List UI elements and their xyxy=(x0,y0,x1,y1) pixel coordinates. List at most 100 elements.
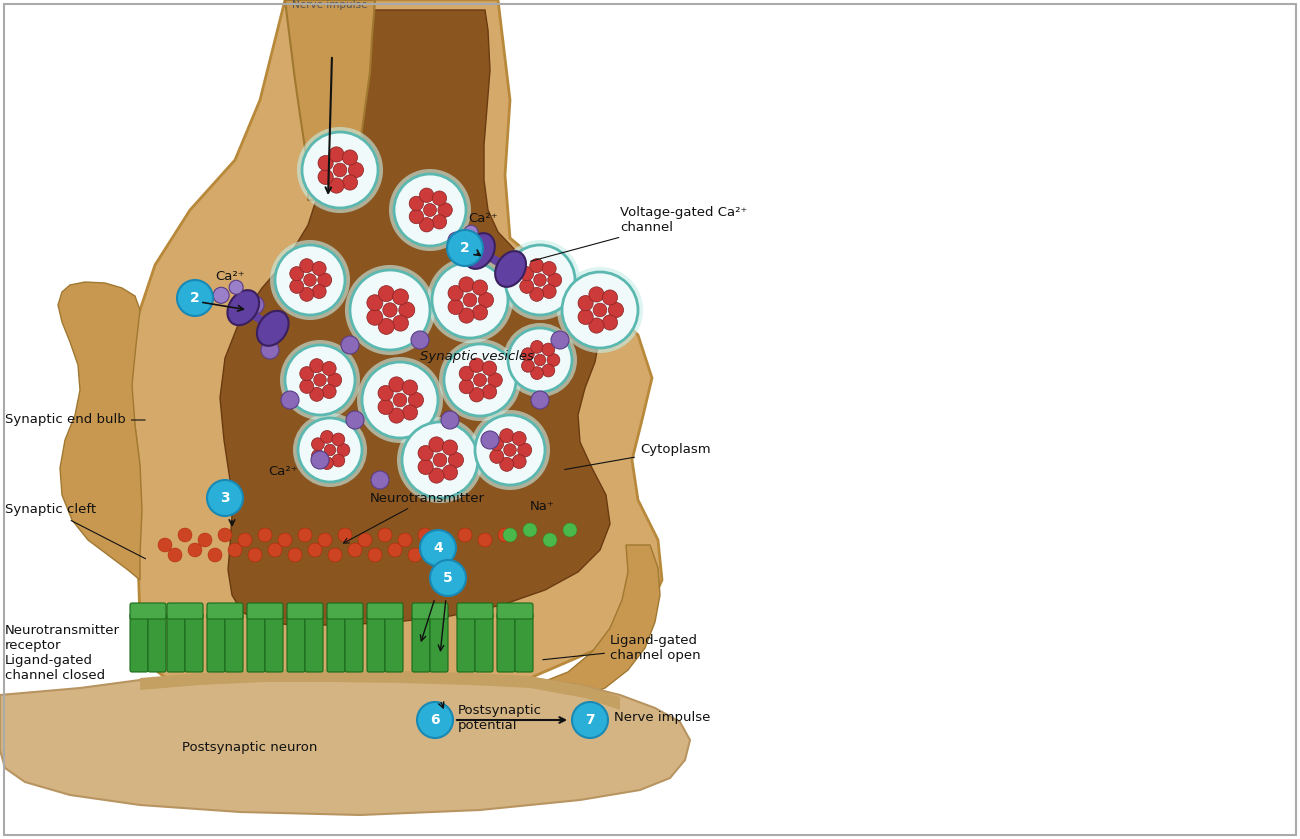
Circle shape xyxy=(280,340,360,420)
Circle shape xyxy=(419,459,433,475)
Circle shape xyxy=(198,533,212,547)
Circle shape xyxy=(322,362,337,376)
Circle shape xyxy=(523,523,537,537)
Text: Ca²⁺: Ca²⁺ xyxy=(468,212,498,225)
Circle shape xyxy=(448,300,463,315)
Circle shape xyxy=(562,272,638,348)
Circle shape xyxy=(478,293,494,308)
Circle shape xyxy=(300,287,313,301)
Circle shape xyxy=(521,359,534,373)
Circle shape xyxy=(321,430,333,443)
Circle shape xyxy=(396,417,484,503)
Circle shape xyxy=(350,270,430,350)
Circle shape xyxy=(402,422,478,498)
Circle shape xyxy=(302,132,378,208)
Circle shape xyxy=(398,533,412,547)
FancyBboxPatch shape xyxy=(328,603,363,619)
Circle shape xyxy=(270,240,350,320)
Polygon shape xyxy=(58,282,142,580)
Circle shape xyxy=(393,393,407,407)
Circle shape xyxy=(547,353,560,367)
Circle shape xyxy=(342,150,358,165)
Text: Synaptic vesicles: Synaptic vesicles xyxy=(420,350,534,363)
Circle shape xyxy=(471,410,550,490)
Circle shape xyxy=(178,528,192,542)
Circle shape xyxy=(482,361,497,375)
Circle shape xyxy=(261,341,280,359)
Circle shape xyxy=(329,147,344,162)
Circle shape xyxy=(520,279,534,294)
Circle shape xyxy=(517,443,532,457)
Circle shape xyxy=(393,315,408,331)
Circle shape xyxy=(346,411,364,429)
FancyBboxPatch shape xyxy=(265,613,283,672)
Circle shape xyxy=(520,267,534,280)
Circle shape xyxy=(428,543,442,557)
Circle shape xyxy=(469,358,484,373)
Circle shape xyxy=(367,294,384,310)
Text: Synaptic end bulb: Synaptic end bulb xyxy=(5,414,146,426)
Text: Neurotransmitter: Neurotransmitter xyxy=(343,492,485,543)
Circle shape xyxy=(300,379,313,393)
Circle shape xyxy=(281,391,299,409)
Circle shape xyxy=(411,331,429,349)
Circle shape xyxy=(512,455,527,468)
Text: Voltage-gated Ca²⁺
channel: Voltage-gated Ca²⁺ channel xyxy=(530,206,748,261)
Circle shape xyxy=(317,273,332,287)
Text: Ca²⁺: Ca²⁺ xyxy=(214,270,244,283)
FancyBboxPatch shape xyxy=(130,603,166,619)
Circle shape xyxy=(441,411,459,429)
Circle shape xyxy=(312,284,326,299)
Circle shape xyxy=(420,188,434,202)
Circle shape xyxy=(410,210,424,224)
Circle shape xyxy=(358,357,443,443)
Circle shape xyxy=(530,367,543,379)
Circle shape xyxy=(410,196,424,211)
Circle shape xyxy=(332,454,344,467)
Circle shape xyxy=(268,543,282,557)
Circle shape xyxy=(378,528,393,542)
Circle shape xyxy=(213,287,229,303)
Circle shape xyxy=(337,444,350,456)
Circle shape xyxy=(342,175,358,190)
Circle shape xyxy=(348,543,361,557)
Circle shape xyxy=(329,178,344,193)
Circle shape xyxy=(424,204,437,216)
Circle shape xyxy=(361,362,438,438)
Circle shape xyxy=(481,431,499,449)
Circle shape xyxy=(529,287,543,301)
FancyBboxPatch shape xyxy=(385,613,403,672)
Circle shape xyxy=(207,480,243,516)
Circle shape xyxy=(309,358,324,373)
Circle shape xyxy=(318,155,333,170)
Circle shape xyxy=(469,388,484,402)
Circle shape xyxy=(318,533,332,547)
Text: 5: 5 xyxy=(443,571,452,585)
Circle shape xyxy=(602,315,617,330)
Circle shape xyxy=(499,457,514,472)
FancyBboxPatch shape xyxy=(412,603,448,619)
Text: 3: 3 xyxy=(220,491,230,505)
Circle shape xyxy=(490,450,504,463)
Circle shape xyxy=(556,267,644,353)
Circle shape xyxy=(478,533,491,547)
Text: Nerve impulse: Nerve impulse xyxy=(614,711,710,725)
Circle shape xyxy=(459,277,474,292)
FancyBboxPatch shape xyxy=(458,613,474,672)
Circle shape xyxy=(257,528,272,542)
Text: Nerve impulse: Nerve impulse xyxy=(292,0,368,10)
FancyBboxPatch shape xyxy=(328,613,345,672)
Circle shape xyxy=(429,468,445,483)
Text: Ca²⁺: Ca²⁺ xyxy=(268,465,298,478)
Circle shape xyxy=(472,305,488,320)
Circle shape xyxy=(458,528,472,542)
Circle shape xyxy=(521,348,534,361)
Circle shape xyxy=(408,393,424,408)
Circle shape xyxy=(313,373,326,386)
Circle shape xyxy=(542,284,556,299)
Circle shape xyxy=(543,533,556,547)
Circle shape xyxy=(276,245,344,315)
Circle shape xyxy=(473,373,486,387)
Circle shape xyxy=(328,548,342,562)
Circle shape xyxy=(177,280,213,316)
